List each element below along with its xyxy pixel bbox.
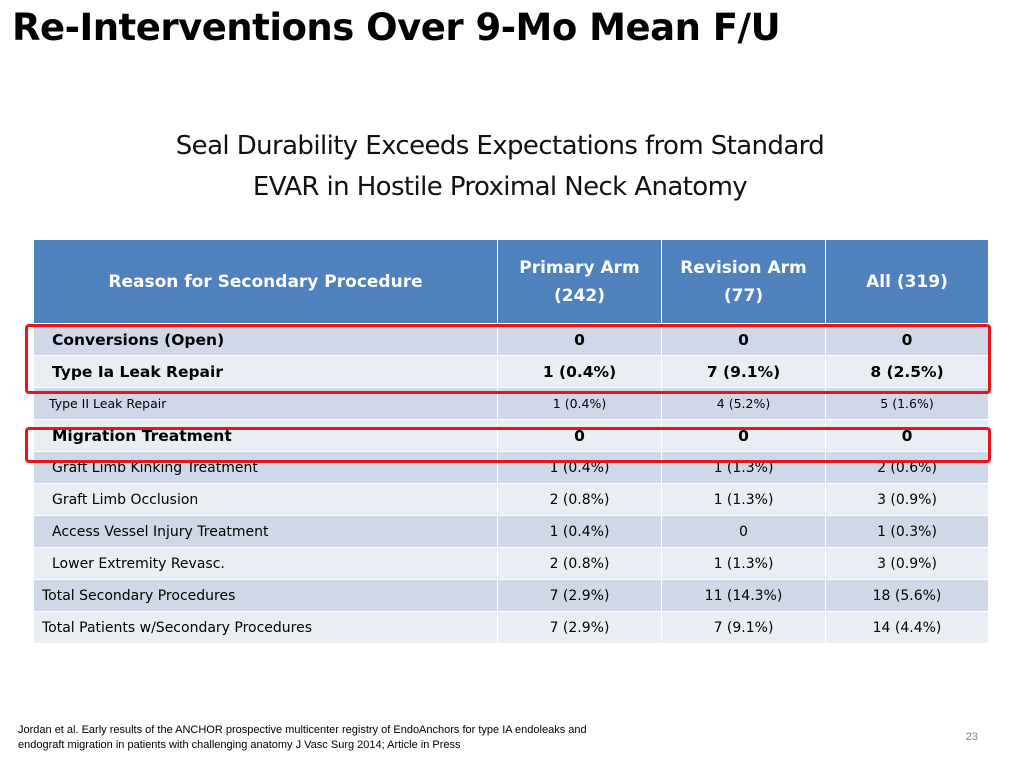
revision-value: 7 (9.1%) (661, 611, 826, 644)
revision-value: 11 (14.3%) (661, 579, 826, 612)
all-value: 14 (4.4%) (825, 611, 989, 644)
header-all: All (319) (825, 239, 989, 324)
header-primary-arm: Primary Arm (242) (497, 239, 662, 324)
table-row: Total Secondary Procedures 7 (2.9%) 11 (… (33, 579, 989, 612)
table-row: Lower Extremity Revasc. 2 (0.8%) 1 (1.3%… (33, 547, 989, 580)
row-label: Lower Extremity Revasc. (33, 547, 498, 580)
page-number: 23 (965, 731, 978, 743)
table-row: Access Vessel Injury Treatment 1 (0.4%) … (33, 515, 989, 548)
revision-value: 1 (1.3%) (661, 483, 826, 516)
header-revision-line1: Revision Arm (680, 257, 807, 278)
footnote-line-1: Jordan et al. Early results of the ANCHO… (18, 724, 587, 736)
subtitle-line-1: Seal Durability Exceeds Expectations fro… (175, 131, 825, 161)
all-value: 1 (0.3%) (825, 515, 989, 548)
header-reason: Reason for Secondary Procedure (33, 239, 498, 324)
all-value: 3 (0.9%) (825, 547, 989, 580)
all-value: 2 (0.6%) (825, 451, 989, 484)
table-row: Total Patients w/Secondary Procedures 7 … (33, 611, 989, 644)
revision-value: 0 (661, 515, 826, 548)
subtitle-line-2: EVAR in Hostile Proximal Neck Anatomy (252, 172, 748, 202)
primary-value: 2 (0.8%) (497, 547, 662, 580)
footnote-line-2: endograft migration in patients with cha… (18, 739, 461, 751)
row-label: Graft Limb Kinking Treatment (33, 451, 498, 484)
primary-value: 1 (0.4%) (497, 515, 662, 548)
secondary-procedures-table: Reason for Secondary Procedure Primary A… (33, 239, 989, 644)
revision-value: 1 (1.3%) (661, 451, 826, 484)
slide-subtitle: Seal Durability Exceeds Expectations fro… (100, 126, 900, 208)
table-row: Graft Limb Occlusion 2 (0.8%) 1 (1.3%) 3… (33, 483, 989, 516)
header-revision-arm: Revision Arm (77) (661, 239, 826, 324)
all-value: 0 (825, 419, 989, 452)
row-label: Total Patients w/Secondary Procedures (33, 611, 498, 644)
all-value: 18 (5.6%) (825, 579, 989, 612)
table-header-row: Reason for Secondary Procedure Primary A… (33, 239, 989, 324)
all-value: 0 (825, 323, 989, 356)
highlight-box-type-ia (25, 324, 991, 394)
row-label: Conversions (Open) (33, 323, 498, 356)
all-value: 8 (2.5%) (825, 355, 989, 388)
row-label: Access Vessel Injury Treatment (33, 515, 498, 548)
row-label: Type Ia Leak Repair (33, 355, 498, 388)
revision-value: 0 (661, 323, 826, 356)
table-row: Graft Limb Kinking Treatment 1 (0.4%) 1 … (33, 451, 989, 484)
primary-value: 0 (497, 323, 662, 356)
revision-value: 0 (661, 419, 826, 452)
primary-value: 1 (0.4%) (497, 451, 662, 484)
highlight-box-migration (25, 427, 991, 463)
table-row: Type Ia Leak Repair 1 (0.4%) 7 (9.1%) 8 … (33, 355, 989, 388)
primary-value: 7 (2.9%) (497, 579, 662, 612)
row-label: Graft Limb Occlusion (33, 483, 498, 516)
revision-value: 7 (9.1%) (661, 355, 826, 388)
primary-value: 7 (2.9%) (497, 611, 662, 644)
table-row: Conversions (Open) 0 0 0 (33, 323, 989, 356)
primary-value: 0 (497, 419, 662, 452)
revision-value: 1 (1.3%) (661, 547, 826, 580)
citation-footnote: Jordan et al. Early results of the ANCHO… (18, 723, 718, 753)
header-revision-line2: (77) (723, 285, 764, 306)
row-label: Total Secondary Procedures (33, 579, 498, 612)
header-primary-line2: (242) (553, 285, 606, 306)
slide-title: Re-Interventions Over 9-Mo Mean F/U (12, 6, 781, 49)
header-primary-line1: Primary Arm (519, 257, 640, 278)
all-value: 3 (0.9%) (825, 483, 989, 516)
primary-value: 2 (0.8%) (497, 483, 662, 516)
